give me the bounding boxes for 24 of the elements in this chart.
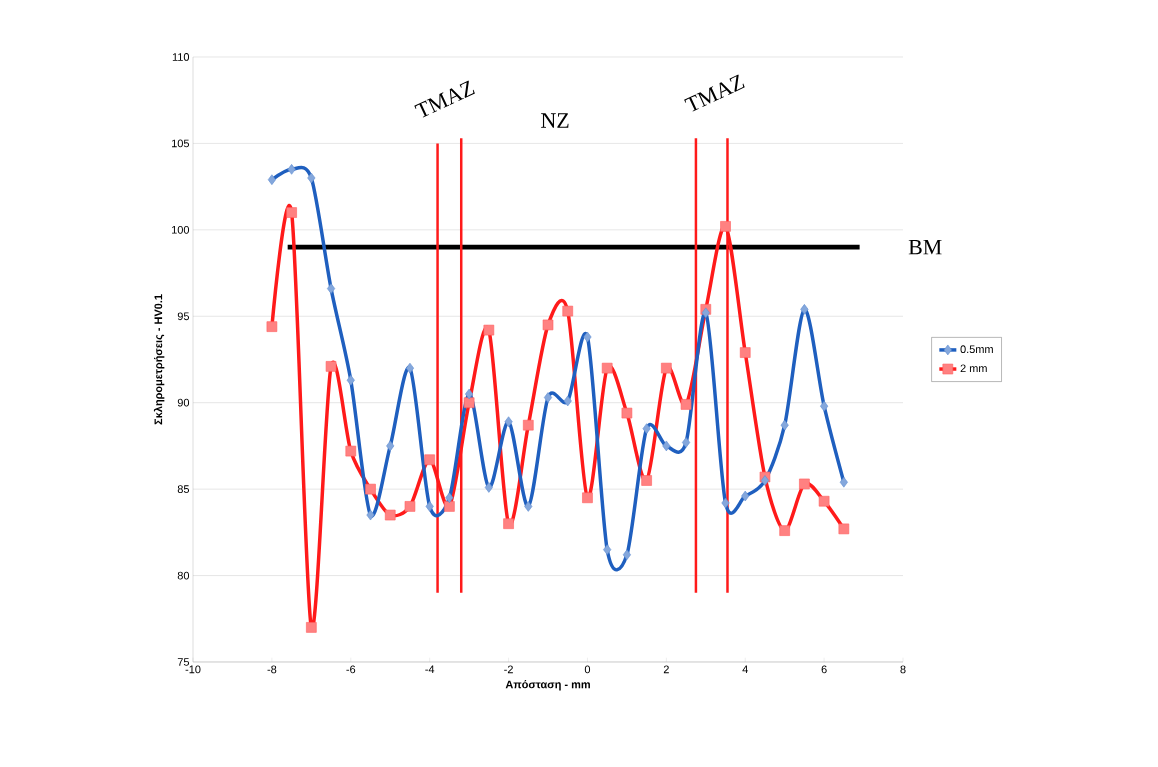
text: BM [908, 239, 942, 255]
y-tick-label: 110 [172, 53, 190, 61]
y-axis-title: Σκληρομετρήσεις - HV0.1 [153, 294, 165, 425]
y-tick-label: 100 [172, 225, 190, 234]
x-tick-label: -10 [185, 665, 201, 674]
x-tick-label: -4 [425, 665, 435, 674]
x-tick-label: -8 [267, 665, 277, 674]
x-tick-label: 6 [821, 665, 827, 674]
y-tick-label: 80 [177, 571, 190, 580]
legend-label: 0.5mm [960, 345, 993, 354]
x-tick-label: 0 [584, 665, 591, 674]
y-tick-label: 105 [172, 139, 190, 148]
y-tick-label: 95 [177, 312, 190, 321]
x-tick-label: 8 [900, 665, 906, 674]
y-tick-label: 75 [177, 658, 190, 666]
x-tick-label: 4 [742, 665, 748, 674]
x-tick-label: 2 [663, 665, 669, 674]
annotation: NZ [541, 113, 569, 128]
x-tick-label: -2 [504, 665, 513, 674]
y-tick-label: 90 [177, 398, 190, 407]
legend-label: 2 mm [960, 364, 987, 373]
x-tick-label: -6 [346, 665, 356, 674]
x-axis-title: Απόσταση - mm [505, 680, 590, 691]
y-tick-label: 85 [177, 485, 190, 494]
